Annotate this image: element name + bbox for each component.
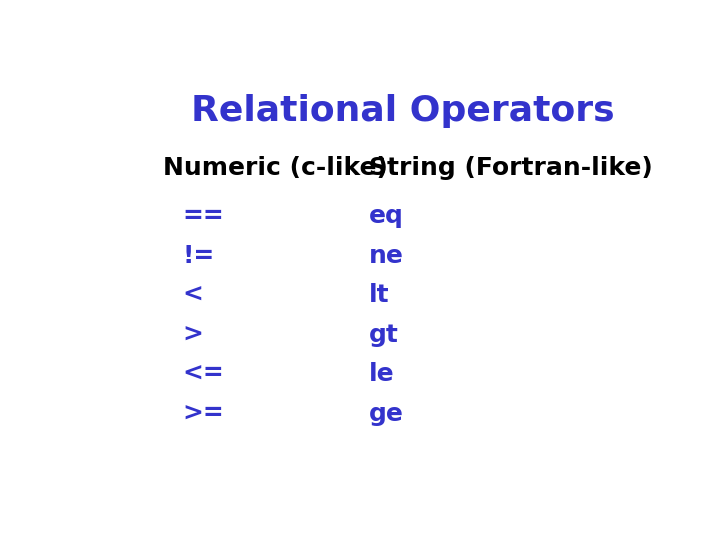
Text: >: > xyxy=(182,322,203,347)
Text: Numeric (c-like): Numeric (c-like) xyxy=(163,156,387,180)
Text: Relational Operators: Relational Operators xyxy=(191,94,614,128)
Text: ne: ne xyxy=(369,244,404,268)
Text: >=: >= xyxy=(182,402,224,426)
Text: String (Fortran-like): String (Fortran-like) xyxy=(369,156,653,180)
Text: gt: gt xyxy=(369,322,399,347)
Text: ge: ge xyxy=(369,402,404,426)
Text: <: < xyxy=(182,283,203,307)
Text: ==: == xyxy=(182,204,224,228)
Text: lt: lt xyxy=(369,283,390,307)
Text: le: le xyxy=(369,362,395,386)
Text: eq: eq xyxy=(369,204,404,228)
Text: !=: != xyxy=(182,244,215,268)
Text: <=: <= xyxy=(182,362,224,386)
